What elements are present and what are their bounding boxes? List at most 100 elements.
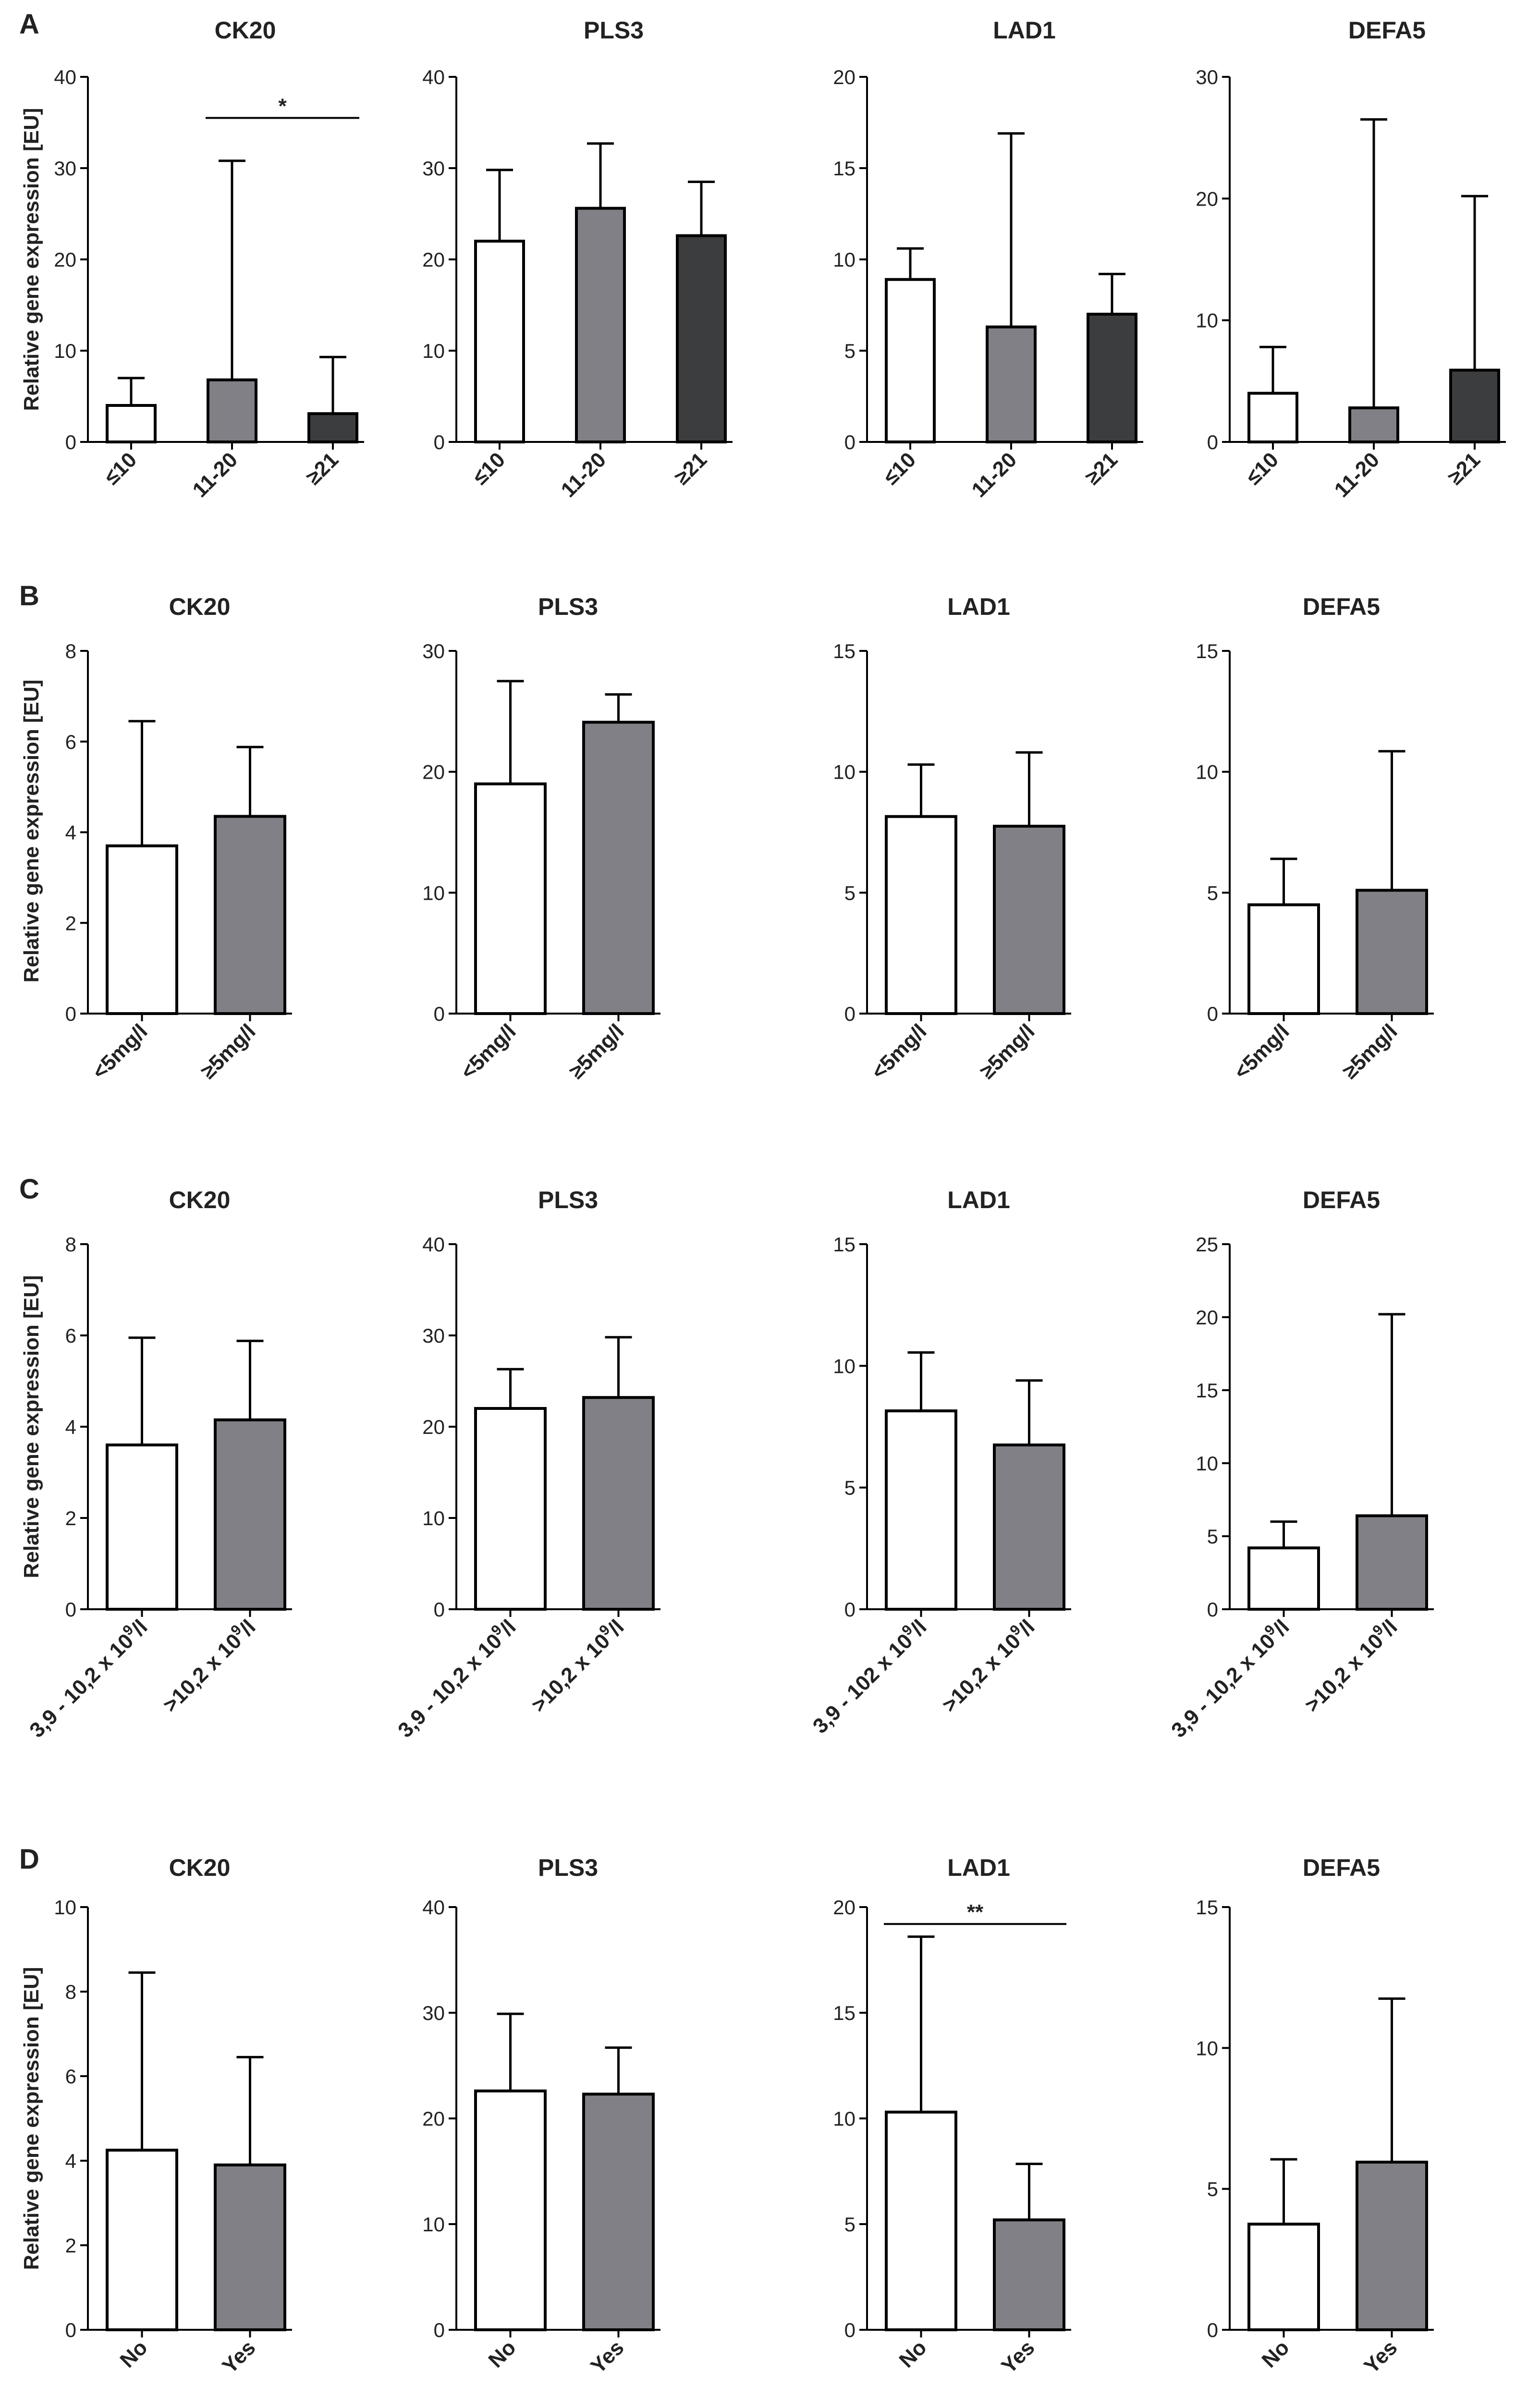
chart-c-ck20: CK20 0 2 4 6 8 3,9 - 10,2 x 109/l>10,2 x 109/l [25,1187,292,1742]
chart-c-pls3: PLS3 0 10 20 30 40 3,9 - 10,2 x 109/l>10,2 x 1… [393,1187,660,1742]
chart-b-defa5: DEFA5 0 5 10 15 <5mg/l ≥5mg/l [1196,593,1434,1084]
y-tick-label: 20 [833,66,856,88]
y-tick-label: 25 [1196,1233,1218,1256]
bar [106,844,178,1015]
x-tick-label: ≥21 [302,448,343,489]
bar [474,782,547,1016]
y-tick-label: 5 [844,340,856,362]
y-axis-label: Relative gene expression [EU] [20,1275,43,1578]
x-tick-label: <5mg/l [1229,1019,1294,1084]
y-tick-label: 5 [844,1477,856,1499]
chart-a-lad1: LAD1 0 5 10 15 20 ≤10 11-20 ≥21 [833,17,1143,502]
x-tick-label: Yes [586,2336,628,2378]
bar [1087,313,1137,443]
x-tick-label: Yes [218,2336,260,2378]
y-tick-label: 20 [1196,187,1218,210]
y-tick-label: 8 [65,640,76,662]
bar [214,1418,286,1611]
bar [1247,903,1320,1015]
y-tick-label: 4 [65,2150,76,2172]
y-tick-label: 0 [844,2319,856,2341]
bar [214,815,286,1015]
x-tick-label: ≤10 [1242,448,1283,489]
bar [1348,406,1399,443]
x-tick-label: <5mg/l [456,1019,520,1084]
y-tick-label: 2 [65,2234,76,2257]
panel-b: B Relative gene expression [EU] CK20 0 2 4 6 8 <… [19,580,1434,1084]
y-tick-label: 0 [1207,2319,1218,2341]
y-tick-label: 30 [422,157,445,180]
y-tick-label: 10 [1196,2037,1218,2059]
x-tick-label: >10,2 x 109/l [1298,1614,1402,1717]
y-tick-label: 10 [422,2213,445,2236]
x-tick-label: ≤10 [100,448,141,489]
y-tick-label: 20 [833,1896,856,1919]
panel-d: D Relative gene expression [EU] CK20 0 2 4 6 8 1… [19,1844,1434,2378]
bar [993,2218,1065,2332]
chart-title: LAD1 [947,1854,1010,1881]
y-tick-label: 0 [434,431,445,453]
panel-c: C Relative gene expression [EU] CK20 0 2 4 6 8 3… [19,1174,1434,1742]
y-tick-label: 4 [65,821,76,844]
x-tick-label: <5mg/l [87,1019,152,1084]
bar [885,2110,957,2331]
bar [474,2089,547,2331]
y-tick-label: 30 [422,640,445,662]
y-tick-label: 5 [844,2213,856,2236]
chart-a-pls3: PLS3 0 10 20 30 40 ≤10 11-20 ≥21 [422,17,733,502]
y-tick-label: 10 [54,340,76,362]
bar [986,325,1037,443]
x-tick-label: ≥5mg/l [976,1019,1039,1083]
x-tick-label: ≤10 [468,448,510,489]
bar [474,1407,547,1611]
bar [307,412,358,443]
x-tick-label: No [484,2336,520,2372]
y-tick-label: 10 [54,1896,76,1919]
y-tick-label: 10 [422,1507,445,1529]
chart-title: PLS3 [538,593,598,620]
bar [1247,392,1298,444]
y-tick-label: 10 [833,761,856,783]
chart-d-ck20: CK20 0 2 4 6 8 10 No Yes [54,1854,292,2378]
y-tick-label: 40 [422,66,445,88]
y-tick-label: 40 [422,1233,445,1256]
x-tick-label: >10,2 x 109/l [525,1614,628,1717]
y-tick-label: 2 [65,1507,76,1529]
y-tick-label: 30 [422,2002,445,2024]
x-tick-label: <5mg/l [867,1019,931,1084]
chart-title: DEFA5 [1348,17,1426,44]
x-tick-label: ≥21 [670,448,711,489]
y-tick-label: 20 [422,1416,445,1438]
bar [1356,1514,1428,1611]
y-tick-label: 0 [434,1598,445,1621]
y-tick-label: 15 [1196,1379,1218,1402]
y-tick-label: 10 [1196,761,1218,783]
bar [106,1444,178,1611]
chart-title: LAD1 [947,593,1010,620]
x-tick-label: 3,9 - 10,2 x 109/l [1165,1614,1294,1742]
x-tick-label: ≥5mg/l [565,1019,629,1083]
y-tick-label: 5 [1207,2178,1218,2201]
x-tick-label: ≥5mg/l [196,1019,260,1083]
x-tick-label: ≥5mg/l [1338,1019,1402,1083]
y-tick-label: 10 [833,248,856,271]
y-tick-label: 8 [65,1981,76,2003]
x-tick-label: 11-20 [1330,448,1384,502]
y-axis-label: Relative gene expression [EU] [20,108,43,411]
y-tick-label: 20 [422,248,445,271]
y-tick-label: 8 [65,1233,76,1256]
chart-a-ck20: CK20 0 10 20 30 40 ≤10 11-20 ≥21 * [54,17,364,502]
chart-b-lad1: LAD1 0 5 10 15 <5mg/l ≥5mg/l [833,593,1071,1084]
y-tick-label: 0 [844,1003,856,1025]
x-tick-label: >10,2 x 109/l [936,1614,1039,1717]
chart-a-defa5: DEFA5 0 10 20 30 ≤10 11-20 ≥21 [1196,17,1506,502]
panel-letter: A [19,9,39,40]
y-axis-label: Relative gene expression [EU] [20,680,43,983]
bar [885,815,957,1015]
y-tick-label: 20 [422,761,445,783]
chart-title: CK20 [169,593,231,620]
y-tick-label: 0 [844,431,856,453]
bar [106,2149,178,2331]
bar [993,824,1065,1015]
